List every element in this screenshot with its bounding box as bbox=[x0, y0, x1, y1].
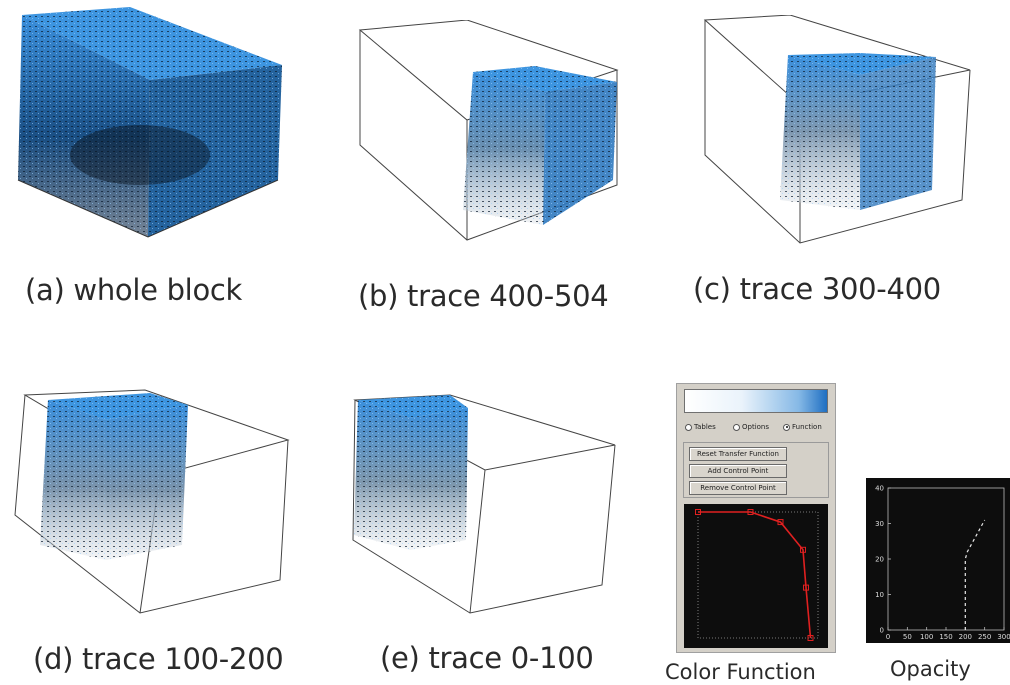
volume-render-whole-block bbox=[17, 7, 282, 238]
radio-function-label: Function bbox=[792, 423, 822, 431]
caption-b: (b) trace 400-504 bbox=[358, 279, 609, 313]
volume-panel-e bbox=[350, 390, 625, 615]
color-curve-line bbox=[698, 511, 812, 639]
opacity-curve-line bbox=[964, 519, 986, 630]
radio-options-label: Options bbox=[742, 423, 770, 431]
color-function-chart[interactable] bbox=[684, 504, 828, 648]
control-point bbox=[695, 509, 701, 515]
color-gradient-bar[interactable] bbox=[684, 389, 828, 413]
x-tick-label: 100 bbox=[920, 633, 933, 641]
volume-panel-d bbox=[10, 385, 295, 615]
caption-opacity: Opacity bbox=[890, 657, 971, 681]
y-tick-label: 10 bbox=[875, 591, 884, 599]
radio-function[interactable]: Function bbox=[783, 423, 822, 431]
radio-selected-icon bbox=[783, 423, 790, 431]
y-tick-label: 40 bbox=[875, 485, 884, 493]
control-buttons-group: Reset Transfer Function Add Control Poin… bbox=[683, 442, 829, 498]
x-tick-label: 50 bbox=[903, 633, 912, 641]
radio-circle-icon bbox=[733, 423, 740, 431]
transfer-function-widget: Tables Options Function Reset Transfer F… bbox=[676, 383, 836, 653]
x-tick-label: 300 bbox=[997, 633, 1010, 641]
control-point bbox=[747, 509, 754, 515]
control-point bbox=[803, 584, 809, 591]
volume-panel-b bbox=[355, 20, 625, 245]
control-point bbox=[777, 519, 784, 526]
volume-render-trace-100-200 bbox=[14, 389, 290, 614]
radio-circle-icon bbox=[685, 423, 692, 431]
volume-render-trace-0-100 bbox=[352, 394, 616, 614]
radio-tables-label: Tables bbox=[694, 423, 716, 431]
opacity-plot: 0 50 100 150 200 250 300 0 10 20 30 40 bbox=[866, 478, 1010, 643]
opacity-chart: 0 50 100 150 200 250 300 0 10 20 30 40 bbox=[875, 485, 1010, 642]
color-function-plot[interactable] bbox=[684, 504, 828, 648]
radio-options[interactable]: Options bbox=[733, 423, 769, 431]
x-tick-label: 200 bbox=[959, 633, 972, 641]
control-point bbox=[807, 635, 814, 641]
volume-render-trace-300-400 bbox=[703, 15, 971, 244]
volume-panel-a bbox=[10, 5, 290, 240]
radio-tables[interactable]: Tables bbox=[685, 423, 716, 431]
remove-control-point-button[interactable]: Remove Control Point bbox=[689, 481, 787, 495]
volume-panel-c bbox=[700, 15, 975, 245]
reset-transfer-function-button[interactable]: Reset Transfer Function bbox=[689, 447, 787, 461]
caption-c: (c) trace 300-400 bbox=[693, 272, 941, 306]
plot-frame bbox=[697, 511, 819, 639]
y-tick-label: 0 bbox=[880, 627, 884, 635]
control-point bbox=[800, 546, 806, 553]
y-tick-label: 30 bbox=[875, 520, 884, 528]
add-control-point-button[interactable]: Add Control Point bbox=[689, 464, 787, 478]
x-tick-label: 250 bbox=[978, 633, 991, 641]
volume-render-trace-400-504 bbox=[358, 20, 619, 241]
x-tick-label: 0 bbox=[886, 633, 890, 641]
x-tick-label: 150 bbox=[939, 633, 952, 641]
caption-a: (a) whole block bbox=[25, 273, 243, 307]
caption-d: (d) trace 100-200 bbox=[33, 642, 284, 676]
caption-color-function: Color Function bbox=[665, 660, 816, 684]
opacity-axes-frame bbox=[887, 487, 1005, 631]
y-tick-label: 20 bbox=[875, 556, 884, 564]
mode-radio-group: Tables Options Function bbox=[683, 420, 835, 436]
caption-e: (e) trace 0-100 bbox=[380, 641, 594, 675]
